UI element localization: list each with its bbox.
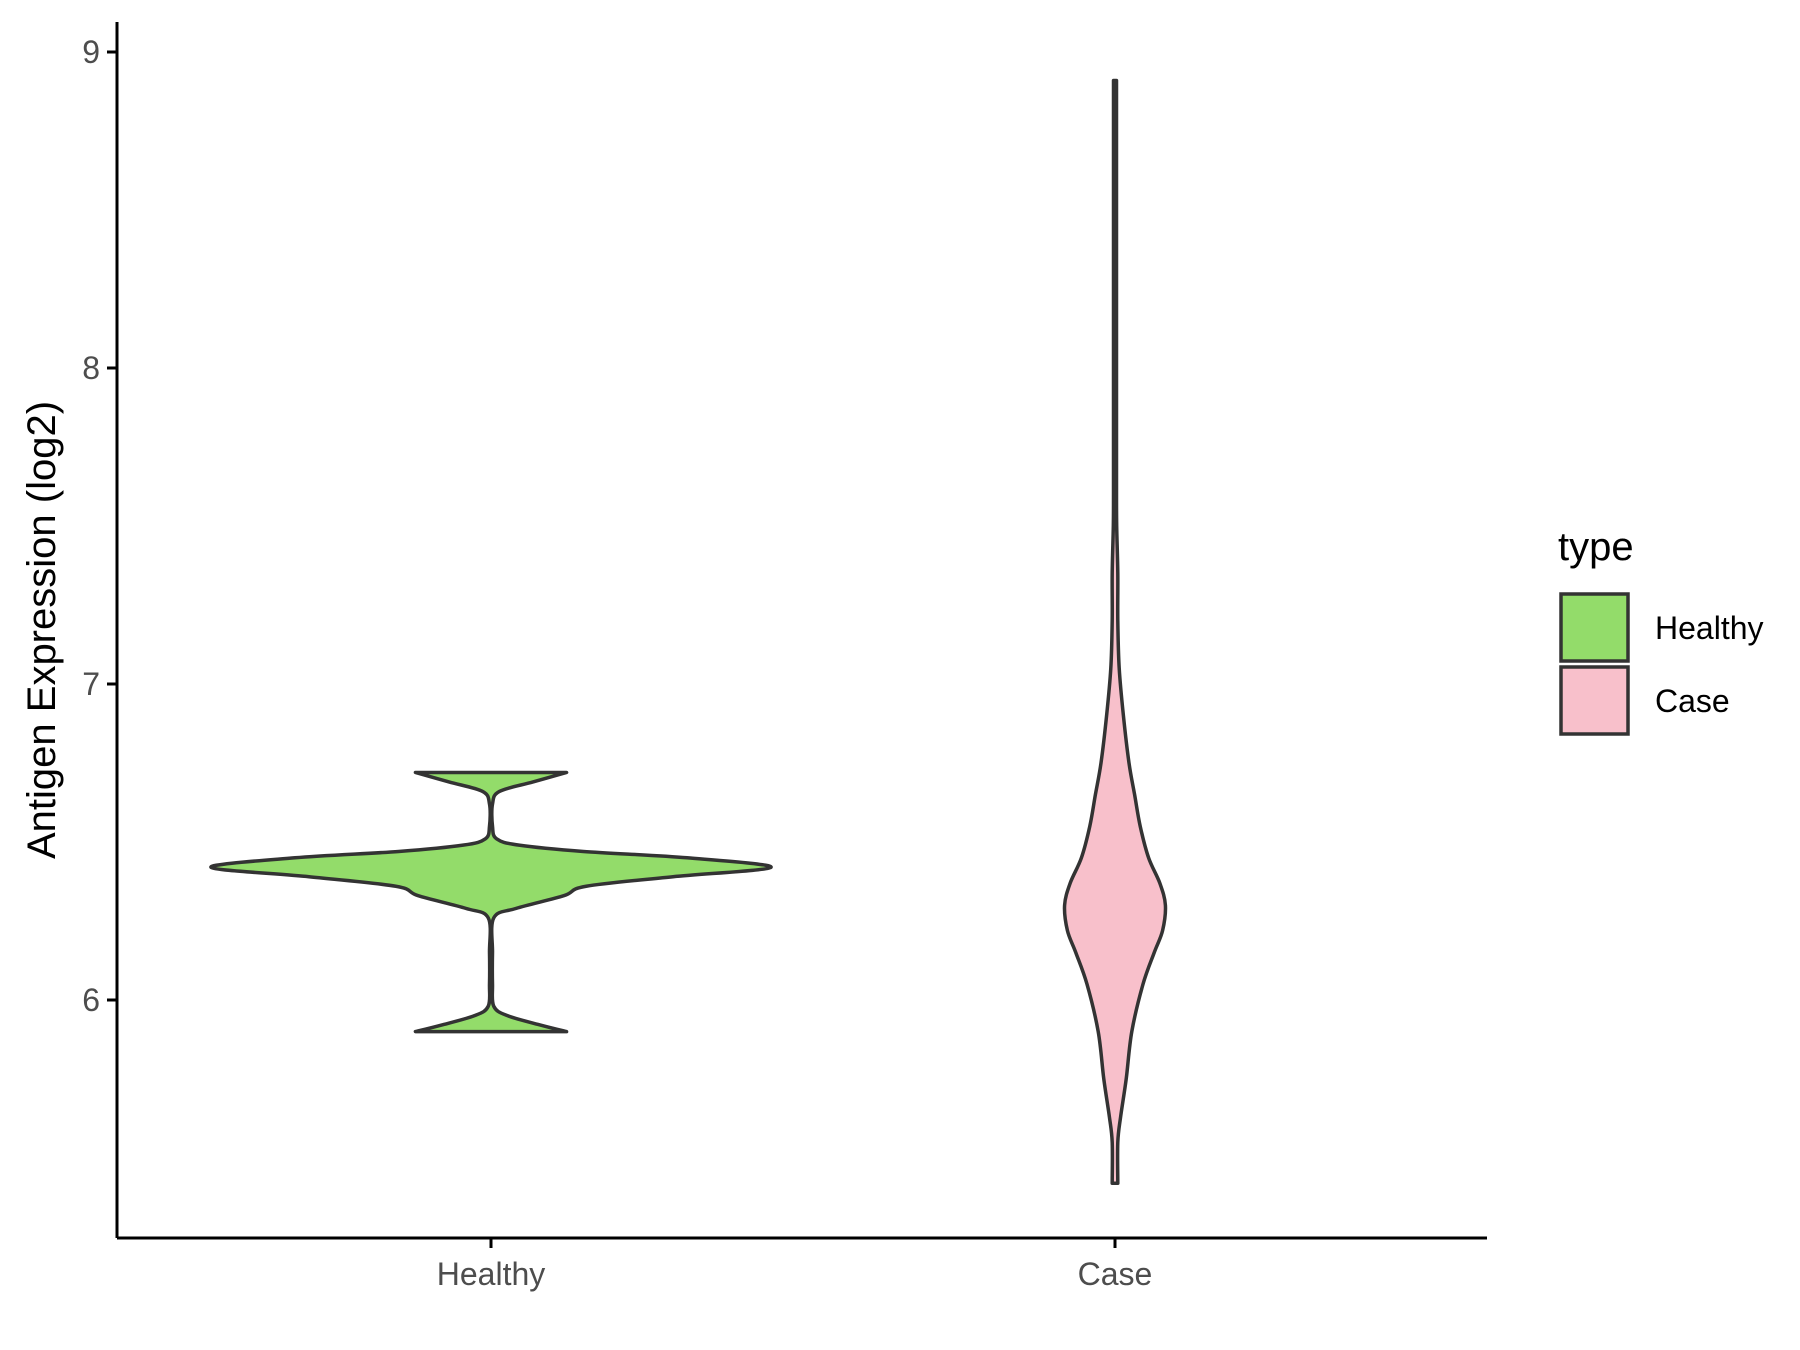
x-tick-label: Healthy <box>437 1256 546 1292</box>
violin-healthy <box>209 770 773 1034</box>
y-tick-label: 8 <box>82 350 100 386</box>
legend: type Healthy Case <box>1558 525 1764 736</box>
y-tick-label: 6 <box>82 982 100 1018</box>
y-tick-label: 7 <box>82 666 100 702</box>
y-axis-title: Antigen Expression (log2) <box>20 401 64 859</box>
legend-label-case: Case <box>1655 683 1730 719</box>
legend-key-healthy <box>1559 592 1630 663</box>
x-ticks: Healthy Case <box>437 1238 1153 1292</box>
legend-items: Healthy Case <box>1559 592 1764 736</box>
y-tick-label: 9 <box>82 34 100 70</box>
legend-title: type <box>1558 525 1634 569</box>
y-ticks: 6 7 8 9 <box>82 34 117 1018</box>
axes-layer <box>115 22 1487 1240</box>
violin-layer <box>209 78 1168 1186</box>
violin-case <box>1062 78 1168 1186</box>
x-tick-label: Case <box>1078 1256 1153 1292</box>
legend-key-case <box>1559 665 1630 736</box>
legend-label-healthy: Healthy <box>1655 610 1764 646</box>
